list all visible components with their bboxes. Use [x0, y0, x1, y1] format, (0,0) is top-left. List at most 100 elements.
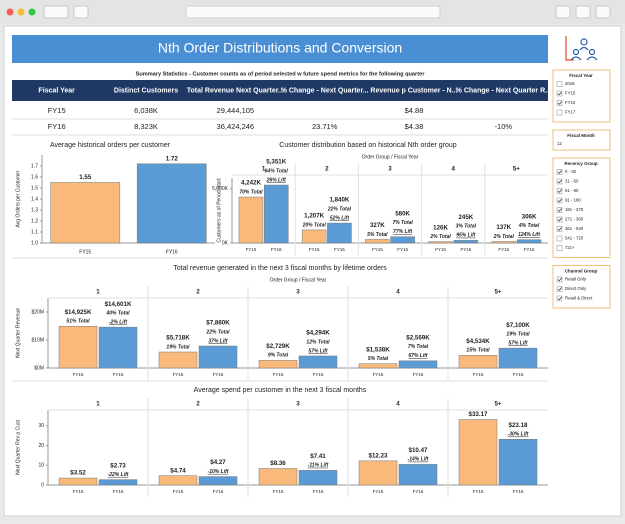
y-axis-label: Next Quarter Rev p Cust — [15, 420, 21, 475]
value-label: $5,718K — [166, 335, 190, 342]
lift-label: -10% Lift — [208, 469, 229, 475]
checkmark — [557, 217, 562, 222]
y-tick-label: 0K — [222, 240, 229, 246]
bar — [58, 477, 98, 486]
total-label: 15% Total — [466, 348, 490, 354]
lift-label: 67% Lift — [408, 353, 428, 359]
checkbox[interactable] — [556, 286, 563, 292]
checkbox[interactable] — [556, 178, 563, 185]
value-label: 1,207K — [304, 213, 324, 220]
checkbox[interactable] — [556, 276, 563, 283]
checkbox[interactable] — [556, 100, 563, 106]
close-button[interactable] — [6, 8, 14, 16]
dashboard-title: Nth Order Distributions and Conversion — [158, 40, 402, 56]
dashboard — [3, 25, 622, 517]
bar — [136, 163, 207, 244]
filter-value: 12 — [557, 141, 562, 146]
filter-title: Fiscal Month — [567, 133, 595, 138]
y-tick-label: 1.7 — [31, 163, 38, 169]
zoom-button[interactable] — [28, 8, 36, 16]
checkbox[interactable] — [556, 245, 563, 251]
value-label: $14,925K — [65, 309, 92, 316]
checkmark — [557, 170, 562, 174]
x-tick-label: FY16 — [397, 247, 408, 252]
y-tick-label: 1.5 — [31, 185, 38, 191]
x-tick-label: FY16 — [113, 489, 124, 494]
checkbox[interactable] — [556, 109, 563, 116]
x-tick-label: FY16 — [460, 247, 471, 252]
column-header: Distinct Customers — [114, 87, 178, 94]
value-label: $4.27 — [210, 459, 226, 466]
bar — [458, 419, 498, 486]
checkbox[interactable] — [556, 188, 563, 194]
total-label: 12% Total — [306, 339, 330, 345]
info-button[interactable] — [555, 5, 571, 19]
value-label: $2,569K — [406, 334, 430, 341]
x-tick-label: FY15 — [173, 372, 184, 377]
checkbox[interactable] — [556, 207, 563, 213]
filter-option: 31 - 60 — [565, 179, 579, 184]
checkbox[interactable] — [556, 197, 563, 204]
group-header: 4 — [396, 289, 400, 296]
total-label: 2% Total — [493, 234, 515, 240]
x-tick-label: FY15 — [435, 247, 446, 252]
column-header: % Change - Next Quarter R... — [456, 87, 551, 94]
lift-label: -30% Lift — [508, 432, 529, 438]
filter-panel — [552, 265, 611, 309]
y-tick-label: 1.0 — [31, 240, 38, 246]
checkbox[interactable] — [556, 81, 563, 87]
checkmark — [557, 101, 562, 105]
bar — [158, 475, 198, 486]
x-tick-label: FY15 — [273, 372, 284, 377]
checkbox[interactable] — [556, 169, 563, 175]
tabs-button[interactable] — [595, 5, 611, 19]
sidebar-button[interactable] — [73, 5, 89, 19]
bar — [50, 182, 121, 244]
value-label: 1,840K — [329, 197, 349, 204]
share-button[interactable] — [575, 5, 591, 19]
lift-label: 57% Lift — [308, 348, 328, 354]
checkbox[interactable] — [556, 226, 563, 232]
total-label: 9% Total — [268, 353, 289, 359]
bar — [327, 222, 352, 244]
x-tick-label: FY15 — [473, 372, 484, 377]
checkbox[interactable] — [556, 295, 563, 302]
value-label: $4,294K — [306, 330, 330, 337]
bar — [301, 229, 327, 244]
checkbox[interactable] — [556, 90, 563, 97]
value-label: 245K — [458, 214, 473, 221]
nav-buttons[interactable] — [43, 5, 69, 19]
filter-option: 91 - 180 — [565, 198, 581, 203]
table-cell: 23.71% — [312, 122, 338, 131]
value-label: $7,860K — [206, 320, 230, 327]
y-axis-label: Avg Orders per Customer — [15, 170, 21, 227]
filter-option: FY16 — [565, 100, 576, 105]
filter-option: 0 - 30 — [565, 169, 577, 174]
checkbox[interactable] — [556, 216, 563, 223]
address-bar[interactable] — [185, 5, 441, 19]
bar — [258, 360, 298, 369]
x-tick-label: FY15 — [173, 489, 184, 494]
bar — [516, 239, 542, 244]
group-header: 1 — [96, 401, 100, 408]
x-tick-label: FY15 — [273, 489, 284, 494]
table-cell: $4.38 — [405, 122, 424, 131]
x-tick-label: FY15 — [372, 247, 383, 252]
total-label: 20% Total — [302, 222, 327, 228]
bar — [98, 326, 138, 369]
minimize-button[interactable] — [17, 8, 25, 16]
lift-label: -11% Lift — [308, 463, 329, 469]
checkbox[interactable] — [556, 235, 563, 242]
checkmark — [557, 227, 562, 231]
value-label: 5,351K — [266, 159, 286, 166]
checkmark — [557, 198, 562, 203]
title-banner — [12, 35, 548, 63]
filter-option: 721+ — [565, 245, 575, 250]
checkmark — [557, 296, 562, 301]
lift-label: 26% Lift — [266, 177, 287, 183]
bar — [158, 351, 198, 369]
x-tick-label: FY16 — [313, 489, 324, 494]
x-tick-label: FY15 — [73, 489, 84, 494]
